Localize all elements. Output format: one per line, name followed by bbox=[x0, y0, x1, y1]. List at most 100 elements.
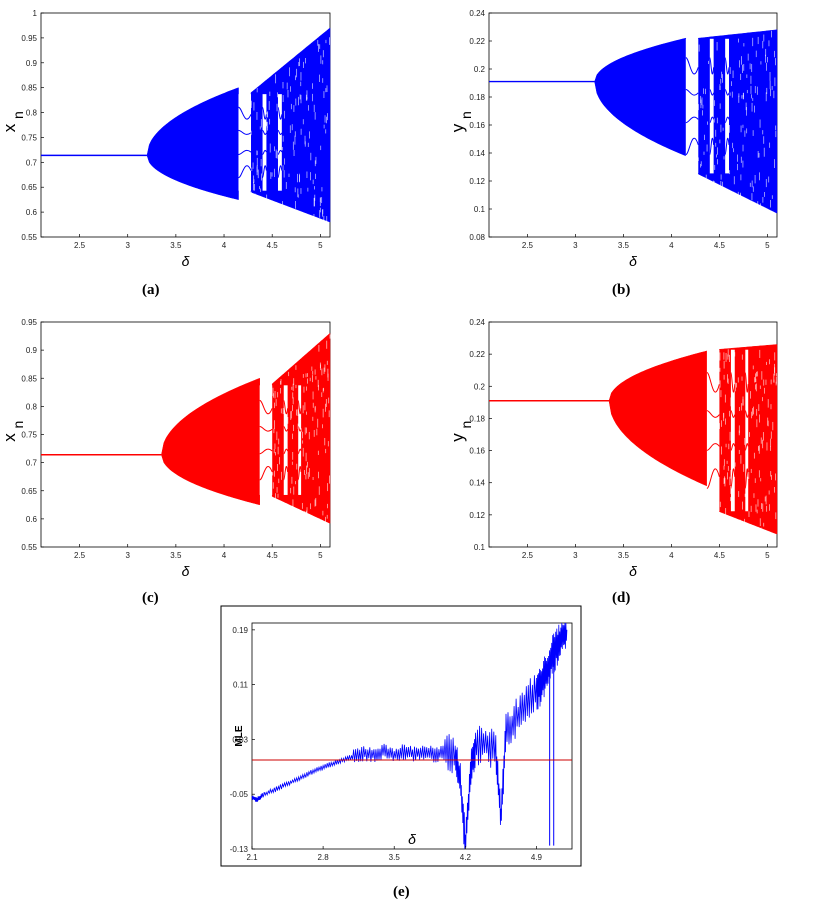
window-orbit bbox=[283, 448, 289, 455]
y-tick-label: 0.75 bbox=[21, 431, 37, 440]
window-orbit bbox=[724, 116, 730, 124]
y-axis-label-subscript: n bbox=[458, 111, 474, 119]
caption-d: (d) bbox=[612, 590, 631, 606]
window-orbit bbox=[744, 410, 749, 418]
x-tick-label: 3 bbox=[125, 241, 130, 250]
window-orbit bbox=[730, 410, 736, 418]
y-tick-label: 0.85 bbox=[21, 84, 37, 93]
x-tick-label: 5 bbox=[318, 551, 323, 560]
y-tick-label: 0.1 bbox=[474, 543, 486, 552]
y-tick-label: 0.8 bbox=[26, 109, 38, 118]
periodic-window bbox=[706, 349, 720, 512]
window-orbit bbox=[238, 165, 252, 179]
y-tick-label: 0.95 bbox=[21, 318, 37, 327]
window-orbit bbox=[297, 465, 302, 481]
y-axis-label-subscript: n bbox=[458, 421, 474, 429]
y-tick-label: 0.12 bbox=[469, 177, 485, 186]
window-orbit bbox=[283, 465, 289, 481]
window-orbit bbox=[706, 372, 720, 393]
y-tick-label: 0.8 bbox=[26, 402, 38, 411]
y-tick-label: -0.13 bbox=[230, 845, 249, 854]
window-orbit bbox=[238, 129, 252, 135]
y-tick-label: 0.7 bbox=[26, 158, 38, 167]
x-tick-label: 2.8 bbox=[318, 853, 330, 862]
x-tick-label: 2.1 bbox=[246, 853, 258, 862]
x-tick-label: 5 bbox=[765, 241, 770, 250]
x-tick-label: 3 bbox=[125, 551, 130, 560]
x-tick-label: 4 bbox=[669, 241, 674, 250]
window-orbit bbox=[709, 137, 715, 156]
periodic-window bbox=[709, 38, 714, 174]
x-tick-label: 3 bbox=[573, 551, 578, 560]
window-orbit bbox=[744, 443, 749, 451]
y-axis-label-subscript: n bbox=[10, 111, 26, 119]
x-tick-label: 4.9 bbox=[531, 853, 543, 862]
window-orbit bbox=[706, 410, 720, 418]
window-orbit bbox=[277, 129, 283, 135]
window-orbit bbox=[709, 88, 715, 96]
x-tick-label: 4 bbox=[669, 551, 674, 560]
x-tick-label: 3.5 bbox=[389, 853, 401, 862]
window-orbit bbox=[709, 116, 715, 124]
x-tick-label: 4 bbox=[222, 551, 227, 560]
y-tick-label: 0.65 bbox=[21, 183, 37, 192]
window-orbit bbox=[262, 106, 267, 120]
y-axis-label: y bbox=[448, 123, 467, 132]
y-tick-label: 0.16 bbox=[469, 121, 485, 130]
y-tick-label: 0.08 bbox=[469, 233, 485, 242]
window-orbit bbox=[724, 88, 730, 96]
window-orbit bbox=[724, 57, 730, 75]
x-tick-label: 5 bbox=[318, 241, 323, 250]
periodic-window bbox=[277, 94, 282, 191]
window-orbit bbox=[685, 137, 699, 156]
periodic-window bbox=[259, 385, 273, 495]
periodic-window bbox=[298, 385, 302, 495]
x-axis-label: δ bbox=[408, 831, 416, 847]
y-tick-label: 0.65 bbox=[21, 487, 37, 496]
window-orbit bbox=[685, 57, 699, 75]
data-layer-d bbox=[489, 344, 778, 535]
window-orbit bbox=[709, 57, 715, 75]
chart-b: 2.5 3 3.5 4 4.5 5 0.08 0.1 0.12 0.14 0.16 0.18 0.2 0.… bbox=[448, 9, 778, 269]
y-tick-label: 0.24 bbox=[469, 9, 485, 18]
y-axis-label-group: xn bbox=[0, 111, 26, 132]
x-tick-label: 3.5 bbox=[170, 241, 182, 250]
mle-outer-frame bbox=[220, 605, 582, 867]
window-orbit bbox=[744, 372, 749, 393]
periodic-window bbox=[262, 94, 267, 191]
y-tick-label: 0.7 bbox=[26, 459, 38, 468]
axes-d: 2.5 3 3.5 4 4.5 5 0.1 0.12 0.14 0.16 0.18 0.2 0.22 0.… bbox=[469, 318, 770, 560]
window-orbit bbox=[262, 165, 267, 179]
window-orbit bbox=[730, 443, 736, 451]
x-axis-label: δ bbox=[629, 253, 637, 269]
y-axis-label-group: yn bbox=[448, 421, 474, 442]
x-tick-label: 4.5 bbox=[267, 241, 279, 250]
chart-c: 2.5 3 3.5 4 4.5 5 0.55 0.6 0.65 0.7 0.75 0.8 0.85 0.9… bbox=[0, 318, 331, 579]
chart-a: 2.5 3 3.5 4 4.5 5 0.55 0.6 0.65 0.7 0.75 0.8 0.85 0.9… bbox=[0, 9, 331, 269]
window-orbit bbox=[283, 399, 289, 415]
plot-area-e bbox=[251, 622, 573, 850]
window-orbit bbox=[685, 116, 699, 124]
y-tick-label: 0.14 bbox=[469, 479, 485, 488]
window-orbit bbox=[259, 399, 273, 415]
y-axis-label: x bbox=[0, 433, 19, 442]
y-tick-label: 0.22 bbox=[469, 350, 485, 359]
y-tick-label: 0.75 bbox=[21, 133, 37, 142]
window-orbit bbox=[259, 448, 273, 455]
caption-c: (c) bbox=[142, 590, 159, 606]
mle-series-line bbox=[251, 622, 568, 850]
x-axis-label: δ bbox=[182, 563, 190, 579]
data-layer-b bbox=[489, 29, 778, 214]
y-tick-label: 0.11 bbox=[233, 681, 249, 690]
x-tick-label: 3 bbox=[573, 241, 578, 250]
y-tick-label: 0.95 bbox=[21, 34, 37, 43]
periodic-window bbox=[685, 38, 699, 174]
chart-e: 2.1 2.8 3.5 4.2 4.9 -0.13 -0.05 0.03 0.11 0.19 δ ML… bbox=[220, 605, 582, 867]
y-tick-label: 0.22 bbox=[469, 37, 485, 46]
x-axis-label: δ bbox=[629, 563, 637, 579]
x-tick-label: 4.5 bbox=[267, 551, 279, 560]
x-tick-label: 2.5 bbox=[74, 241, 86, 250]
y-tick-label: -0.05 bbox=[230, 790, 249, 799]
window-orbit bbox=[730, 372, 736, 393]
